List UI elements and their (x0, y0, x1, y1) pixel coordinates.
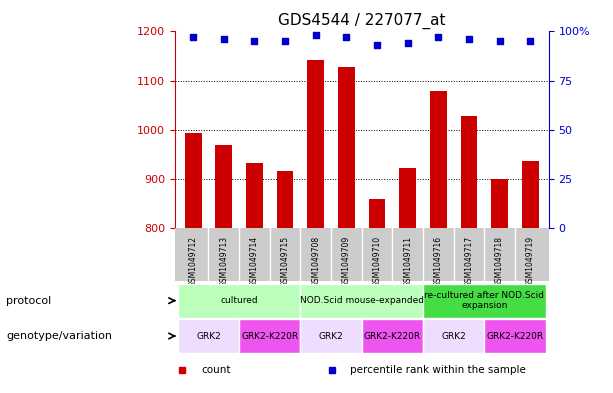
Bar (246, 163, 263, 228)
Point (188, 34, 198, 40)
Bar (307, 60, 324, 228)
Point (495, 38, 504, 44)
Text: GRK2: GRK2 (196, 332, 221, 340)
Bar (276, 171, 294, 228)
Text: cultured: cultured (220, 296, 258, 305)
Text: GSM1049712: GSM1049712 (189, 236, 197, 287)
Bar (522, 161, 539, 228)
Point (311, 32, 321, 39)
Text: GRK2: GRK2 (319, 332, 343, 340)
Bar (484, 319, 546, 353)
Point (219, 36, 229, 42)
Point (525, 38, 535, 44)
Text: NOD.Scid mouse-expanded: NOD.Scid mouse-expanded (300, 296, 424, 305)
Text: genotype/variation: genotype/variation (6, 331, 112, 341)
Bar (460, 116, 478, 228)
Text: GRK2-K220R: GRK2-K220R (241, 332, 299, 340)
Text: GSM1049719: GSM1049719 (526, 236, 535, 287)
Bar (423, 319, 484, 353)
Bar (239, 319, 300, 353)
Point (280, 38, 290, 44)
Text: GSM1049711: GSM1049711 (403, 236, 412, 287)
Text: count: count (201, 365, 230, 375)
Bar (430, 92, 447, 228)
Text: GSM1049716: GSM1049716 (434, 236, 443, 287)
Text: GRK2: GRK2 (441, 332, 466, 340)
Point (464, 36, 474, 42)
Text: percentile rank within the sample: percentile rank within the sample (351, 365, 527, 375)
Text: GSM1049709: GSM1049709 (342, 236, 351, 287)
Bar (178, 284, 300, 318)
Bar (399, 169, 416, 228)
Point (341, 34, 351, 40)
Text: GSM1049710: GSM1049710 (373, 236, 381, 287)
Bar (491, 179, 508, 228)
Text: GSM1049708: GSM1049708 (311, 236, 320, 287)
Bar (300, 284, 423, 318)
Text: GRK2-K220R: GRK2-K220R (486, 332, 544, 340)
Bar (362, 319, 423, 353)
Bar (178, 319, 239, 353)
Text: GSM1049718: GSM1049718 (495, 236, 504, 287)
Bar (215, 145, 232, 228)
Bar (300, 319, 362, 353)
Bar (423, 284, 546, 318)
Text: GRK2-K220R: GRK2-K220R (364, 332, 421, 340)
Text: GSM1049717: GSM1049717 (465, 236, 473, 287)
Title: GDS4544 / 227077_at: GDS4544 / 227077_at (278, 13, 446, 29)
Point (372, 42, 382, 48)
Text: GSM1049714: GSM1049714 (250, 236, 259, 287)
Text: re-cultured after NOD.Scid
expansion: re-cultured after NOD.Scid expansion (424, 291, 544, 310)
Bar (368, 199, 386, 228)
Point (249, 38, 259, 44)
Point (433, 34, 443, 40)
Bar (338, 67, 355, 228)
Bar (185, 133, 202, 228)
Text: GSM1049713: GSM1049713 (219, 236, 228, 287)
Text: protocol: protocol (6, 296, 51, 306)
Point (403, 40, 413, 46)
Text: GSM1049715: GSM1049715 (281, 236, 289, 287)
